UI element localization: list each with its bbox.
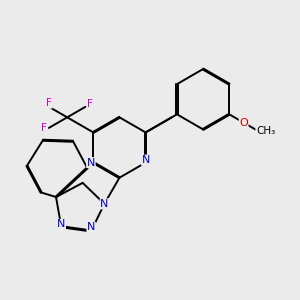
Text: O: O bbox=[239, 118, 248, 128]
Text: F: F bbox=[40, 123, 46, 133]
Text: N: N bbox=[57, 219, 65, 229]
Text: F: F bbox=[87, 99, 93, 110]
Text: F: F bbox=[46, 98, 52, 108]
Text: N: N bbox=[100, 199, 109, 209]
Text: N: N bbox=[87, 158, 95, 168]
Text: N: N bbox=[87, 222, 95, 232]
Text: CH₃: CH₃ bbox=[256, 126, 275, 136]
Text: N: N bbox=[141, 155, 150, 165]
